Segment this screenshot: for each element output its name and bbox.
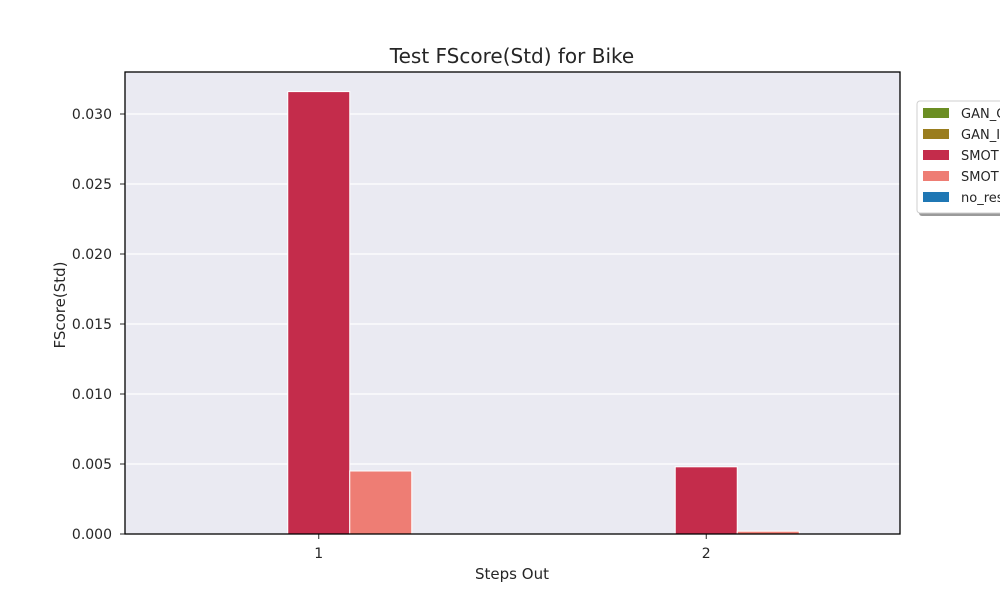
legend-swatch — [923, 150, 949, 160]
legend-swatch — [923, 108, 949, 118]
legend-label: no_res — [961, 191, 1000, 206]
legend-label: GAN_C — [961, 107, 1000, 122]
plot-area: 0.000 0.005 0.010 0.015 0.020 0.025 0.030 1 2 — [72, 71, 901, 562]
y-tick-label: 0.020 — [72, 247, 112, 263]
y-tick-label: 0.015 — [72, 317, 112, 333]
chart-title: Test FScore(Std) for Bike — [389, 44, 634, 68]
bar-smot-2 — [674, 466, 738, 535]
x-axis-label: Steps Out — [475, 565, 549, 583]
bar-smot-1 — [287, 91, 351, 535]
y-tick-label: 0.005 — [72, 457, 112, 473]
y-axis-label: FScore(Std) — [51, 261, 69, 348]
legend-label: GAN_I — [961, 128, 1000, 143]
legend-swatch — [923, 129, 949, 139]
y-tick-label: 0.025 — [72, 177, 112, 193]
legend: GAN_C GAN_I SMOT SMOT no_res — [916, 100, 1000, 216]
legend-swatch — [923, 192, 949, 202]
y-tick-label: 0.000 — [72, 527, 112, 543]
legend-label: SMOT — [961, 149, 999, 164]
y-tick-label: 0.010 — [72, 387, 112, 403]
plot-frame — [124, 71, 901, 535]
y-tick-label: 0.030 — [72, 107, 112, 123]
x-tick-label: 1 — [314, 546, 323, 562]
x-tick-label: 2 — [702, 546, 711, 562]
legend-swatch — [923, 171, 949, 181]
legend-label: SMOT — [961, 170, 999, 185]
plot-background — [125, 72, 900, 534]
bar-smot-1 — [349, 470, 413, 535]
